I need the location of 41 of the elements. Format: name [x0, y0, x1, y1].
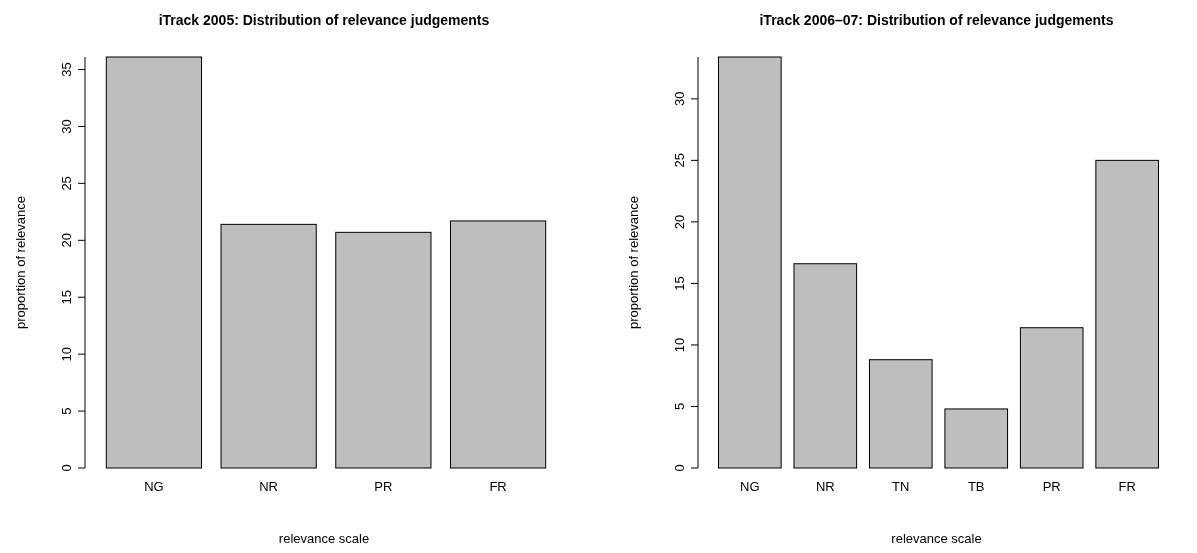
y-axis-title: proportion of relevance [626, 196, 641, 329]
bar [449, 220, 547, 469]
x-tick-label: NG [144, 479, 164, 494]
y-tick-label: 25 [672, 153, 687, 168]
x-tick-label: TB [967, 479, 985, 494]
y-tick-label: 10 [672, 337, 687, 353]
bar [220, 223, 317, 469]
x-axis-title: relevance scale [278, 531, 370, 546]
y-tick-label: 20 [59, 233, 74, 248]
x-tick-label: FR [1118, 479, 1136, 494]
x-axis-title: relevance scale [891, 531, 982, 546]
x-tick-label: PR [1042, 479, 1061, 494]
x-tick-label: NR [815, 479, 835, 494]
y-tick-label: 15 [59, 289, 74, 305]
bar [1019, 327, 1084, 469]
x-tick-label: NR [259, 479, 279, 494]
x-tick-label: NG [740, 479, 760, 494]
chart-title: iTrack 2005: Distribution of relevance judgements [158, 12, 490, 28]
y-tick-label: 35 [59, 62, 74, 77]
x-tick-label: FR [489, 479, 507, 494]
bar [718, 56, 782, 469]
y-tick-label: 5 [59, 407, 74, 415]
y-tick-label: 30 [672, 91, 687, 107]
y-tick-label: 10 [59, 346, 74, 362]
bar [868, 359, 933, 469]
bar [105, 56, 203, 469]
y-tick-label: 0 [59, 464, 74, 472]
y-tick-label: 30 [59, 119, 74, 134]
x-tick-label: TN [892, 479, 910, 494]
y-tick-label: 15 [672, 276, 687, 291]
y-tick-label: 25 [59, 176, 74, 191]
bar [335, 231, 432, 469]
y-tick-label: 5 [672, 402, 687, 411]
y-axis-title: proportion of relevance [13, 196, 28, 329]
chart-title: iTrack 2006–07: Distribution of relevance judgements [759, 12, 1114, 28]
bar [944, 408, 1009, 469]
bar [1095, 159, 1159, 469]
y-tick-label: 20 [672, 214, 687, 230]
y-tick-label: 0 [672, 464, 687, 472]
x-tick-label: PR [374, 479, 393, 494]
bar [793, 263, 858, 469]
